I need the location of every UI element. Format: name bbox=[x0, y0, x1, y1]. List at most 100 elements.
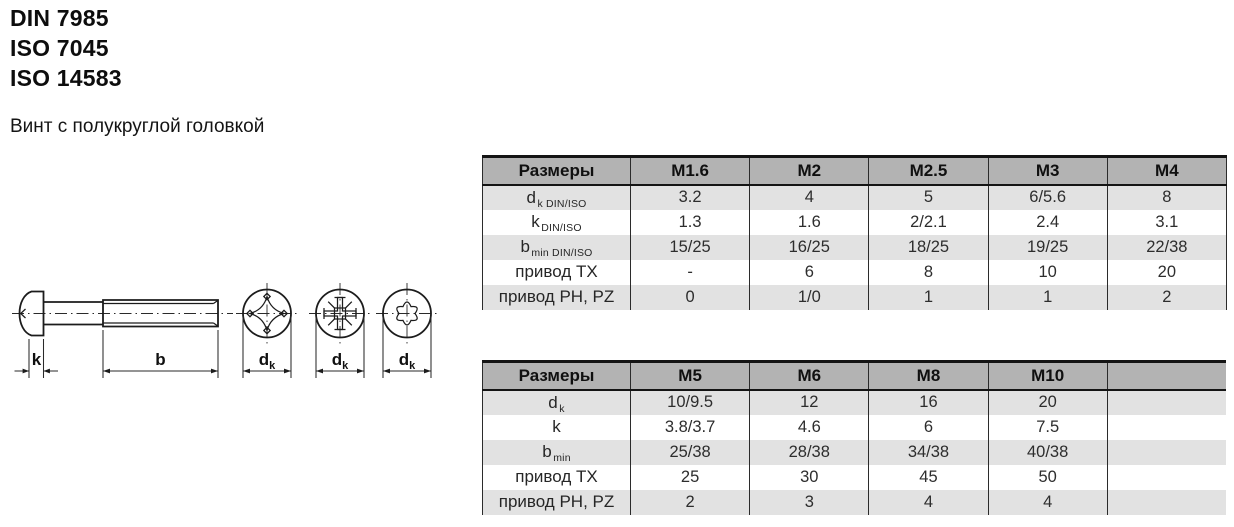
spec-cell bbox=[1106, 489, 1227, 515]
spec-row: привод TX 25 30 45 50 bbox=[482, 464, 1227, 490]
column-header: Размеры bbox=[482, 360, 631, 391]
spec-cell: 22/38 bbox=[1106, 234, 1227, 260]
spec-cell: 4 bbox=[987, 489, 1108, 515]
standard-iso-1: ISO 7045 bbox=[10, 35, 109, 61]
k-dimension-label: k bbox=[32, 350, 42, 369]
dk-dimension-label: dk bbox=[399, 350, 416, 372]
column-header: Размеры bbox=[482, 155, 631, 186]
spec-cell: 16 bbox=[868, 389, 989, 415]
spec-cell: 1.6 bbox=[749, 209, 869, 235]
spec-cell: 1 bbox=[868, 284, 989, 310]
spec-cell: 12 bbox=[749, 389, 869, 415]
column-header: M1.6 bbox=[629, 155, 750, 186]
spec-cell: 50 bbox=[987, 464, 1108, 490]
dk-dimension-torx: dk bbox=[382, 316, 432, 378]
column-header: M6 bbox=[749, 360, 869, 391]
spec-cell: 2/2.1 bbox=[868, 209, 989, 235]
screw-technical-drawing: k b dk bbox=[12, 283, 438, 378]
dk-dimension-label: dk bbox=[332, 350, 349, 372]
spec-cell: 4.6 bbox=[749, 414, 869, 440]
spec-cell: 1.3 bbox=[629, 209, 750, 235]
standard-iso-2: ISO 14583 bbox=[10, 65, 122, 91]
pozidriv-head-view: dk bbox=[309, 283, 371, 378]
row-label: привод PH, PZ bbox=[482, 489, 631, 515]
column-header: M2.5 bbox=[868, 155, 989, 186]
table-header-row: Размеры M1.6 M2 M2.5 M3 M4 bbox=[482, 155, 1227, 186]
spec-cell: 7.5 bbox=[987, 414, 1108, 440]
spec-row: k DIN/ISO 1.3 1.6 2/2.1 2.4 3.1 bbox=[482, 209, 1227, 235]
table-header-row: Размеры M5 M6 M8 M10 bbox=[482, 360, 1227, 391]
spec-row: привод PH, PZ 2 3 4 4 bbox=[482, 489, 1227, 515]
row-label: привод PH, PZ bbox=[482, 284, 631, 310]
spec-cell: - bbox=[629, 259, 750, 285]
spec-row: k 3.8/3.7 4.6 6 7.5 bbox=[482, 414, 1227, 440]
spec-cell: 15/25 bbox=[629, 234, 750, 260]
phillips-recess-icon bbox=[247, 294, 287, 333]
dimensions-table-m1_6-m4: Размеры M1.6 M2 M2.5 M3 M4 d k DIN/ISO 3.2 4 5 6/5.… bbox=[482, 155, 1227, 310]
spec-cell: 2.4 bbox=[987, 209, 1108, 235]
spec-cell: 3.2 bbox=[629, 184, 750, 210]
spec-cell: 4 bbox=[749, 184, 869, 210]
spec-row: b min DIN/ISO 15/25 16/25 18/25 19/25 22/38 bbox=[482, 234, 1227, 260]
column-header: M3 bbox=[987, 155, 1108, 186]
spec-cell: 2 bbox=[629, 489, 750, 515]
spec-cell: 0 bbox=[629, 284, 750, 310]
spec-cell: 3.8/3.7 bbox=[629, 414, 750, 440]
column-header bbox=[1106, 360, 1227, 391]
spec-cell: 6/5.6 bbox=[987, 184, 1108, 210]
column-header: M10 bbox=[987, 360, 1108, 391]
spec-cell bbox=[1106, 389, 1227, 415]
dimensions-table-m5-m10: Размеры M5 M6 M8 M10 d k 10/9.5 12 16 20 k 3.8/3.7 4.… bbox=[482, 360, 1227, 515]
spec-cell: 19/25 bbox=[987, 234, 1108, 260]
product-title: Винт с полукруглой головкой bbox=[10, 116, 265, 137]
spec-cell: 25 bbox=[629, 464, 750, 490]
row-label: b min DIN/ISO bbox=[482, 234, 631, 260]
spec-cell: 4 bbox=[868, 489, 989, 515]
spec-cell: 34/38 bbox=[868, 439, 989, 465]
spec-row: привод TX -6 8 10 20 bbox=[482, 259, 1227, 285]
column-header: M8 bbox=[868, 360, 989, 391]
column-header: M5 bbox=[629, 360, 750, 391]
spec-cell: 20 bbox=[1106, 259, 1227, 285]
row-label: b min bbox=[482, 439, 631, 465]
torx-head-view: dk bbox=[376, 283, 438, 378]
b-dimension-label: b bbox=[155, 350, 165, 369]
row-label: привод TX bbox=[482, 464, 631, 490]
spec-cell: 1 bbox=[987, 284, 1108, 310]
column-header: M2 bbox=[749, 155, 869, 186]
b-dimension: b bbox=[102, 330, 219, 378]
spec-cell: 6 bbox=[749, 259, 869, 285]
screw-side-view: k b bbox=[12, 290, 233, 378]
row-label: привод TX bbox=[482, 259, 631, 285]
spec-cell bbox=[1106, 414, 1227, 440]
spec-row: привод PH, PZ 0 1/0 1 1 2 bbox=[482, 284, 1227, 310]
dk-dimension-pozidriv: dk bbox=[315, 316, 365, 378]
spec-cell bbox=[1106, 464, 1227, 490]
k-dimension: k bbox=[14, 339, 58, 378]
spec-cell: 8 bbox=[868, 259, 989, 285]
spec-cell: 18/25 bbox=[868, 234, 989, 260]
spec-cell: 10 bbox=[987, 259, 1108, 285]
spec-cell: 8 bbox=[1106, 184, 1227, 210]
phillips-head-view: dk bbox=[236, 283, 298, 378]
spec-cell: 3 bbox=[749, 489, 869, 515]
spec-cell: 45 bbox=[868, 464, 989, 490]
spec-row: b min 25/38 28/38 34/38 40/38 bbox=[482, 439, 1227, 465]
dk-dimension-phillips: dk bbox=[242, 316, 292, 378]
spec-cell: 28/38 bbox=[749, 439, 869, 465]
row-label: k bbox=[482, 414, 631, 440]
spec-cell: 25/38 bbox=[629, 439, 750, 465]
spec-cell: 16/25 bbox=[749, 234, 869, 260]
spec-cell: 40/38 bbox=[987, 439, 1108, 465]
spec-cell: 20 bbox=[987, 389, 1108, 415]
spec-cell: 30 bbox=[749, 464, 869, 490]
standards-list: DIN 7985 ISO 7045 ISO 14583 bbox=[10, 3, 122, 93]
spec-cell: 1/0 bbox=[749, 284, 869, 310]
column-header: M4 bbox=[1106, 155, 1227, 186]
recess-profile-notch bbox=[19, 308, 26, 319]
spec-cell: 3.1 bbox=[1106, 209, 1227, 235]
spec-cell: 5 bbox=[868, 184, 989, 210]
